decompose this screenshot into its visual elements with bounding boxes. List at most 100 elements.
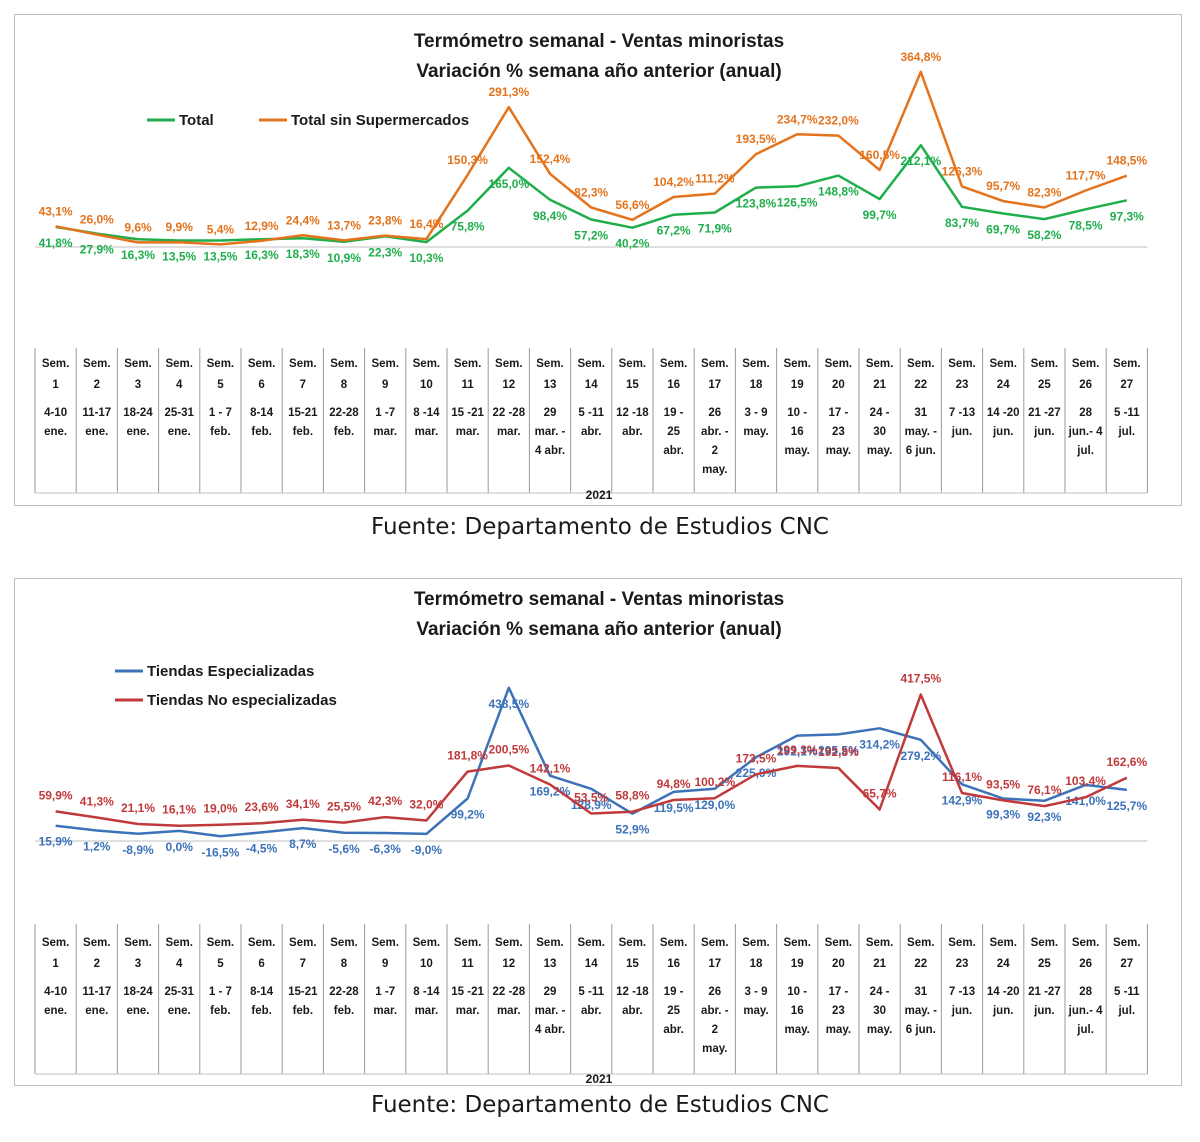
data-label: 59,9% <box>39 788 73 802</box>
x-tick-label-range: 28 <box>1079 986 1092 998</box>
x-tick-label-range: 12 -18 <box>616 986 649 998</box>
x-tick-label-week: 5 <box>217 958 224 970</box>
data-label: 152,4% <box>530 152 571 166</box>
x-tick-label-range: 10 - <box>787 407 807 419</box>
data-label: 97,3% <box>1110 209 1144 223</box>
x-tick-label-range: 22 -28 <box>492 407 525 419</box>
x-tick-label-week: Sem. <box>495 358 523 370</box>
x-tick-label-week: Sem. <box>42 937 70 949</box>
x-tick-label-week: 18 <box>750 379 763 391</box>
x-tick-label-week: 22 <box>914 958 927 970</box>
x-tick-label-range: 23 <box>832 1005 845 1017</box>
x-tick-label-range: mar. - <box>535 426 566 438</box>
data-label: 129,0% <box>694 798 735 812</box>
data-label: 24,4% <box>286 213 320 227</box>
x-tick-label-week: Sem. <box>207 937 235 949</box>
x-tick-label-range: 22 -28 <box>492 986 525 998</box>
data-label: 16,4% <box>409 217 443 231</box>
chart-2-frame: Termómetro semanal - Ventas minoristas Va… <box>14 578 1182 1086</box>
data-label: 12,9% <box>245 219 279 233</box>
data-label: 58,8% <box>615 789 649 803</box>
data-label: 34,1% <box>286 797 320 811</box>
data-label: 75,8% <box>451 220 485 234</box>
data-label: 52,9% <box>615 823 649 837</box>
x-tick-label-range: jul. <box>1117 426 1135 438</box>
x-tick-label-range: feb. <box>293 426 313 438</box>
x-tick-label-range: 15-21 <box>288 986 318 998</box>
data-label: 18,3% <box>286 247 320 261</box>
data-label: 26,0% <box>80 213 114 227</box>
data-label: 16,1% <box>162 803 196 817</box>
x-tick-label-range: 18-24 <box>123 986 153 998</box>
data-label: 76,1% <box>1027 783 1061 797</box>
data-label: 13,5% <box>203 250 237 264</box>
x-tick-label-week: Sem. <box>371 358 399 370</box>
data-label: 181,8% <box>447 749 488 763</box>
x-tick-label-range: 25-31 <box>164 986 194 998</box>
data-label: 128,9% <box>571 798 612 812</box>
x-tick-label-week: 13 <box>544 958 557 970</box>
data-label: 65,7% <box>863 786 897 800</box>
x-tick-label-week: Sem. <box>42 358 70 370</box>
x-tick-label-week: Sem. <box>660 937 688 949</box>
x-tick-label-week: 12 <box>502 379 515 391</box>
data-label: 314,2% <box>859 737 900 751</box>
x-tick-label-range: abr. - <box>701 1005 729 1017</box>
x-tick-label-week: 17 <box>708 958 721 970</box>
x-tick-label-range: feb. <box>293 1005 313 1017</box>
data-label: 9,9% <box>166 220 194 234</box>
data-label: 21,1% <box>121 801 155 815</box>
x-tick-label-week: 3 <box>135 958 141 970</box>
data-label: 15,9% <box>39 835 73 849</box>
x-tick-label-range: jul. <box>1117 1005 1135 1017</box>
x-tick-label-range: 14 -20 <box>987 407 1020 419</box>
data-label: 169,2% <box>530 785 571 799</box>
data-label: 78,5% <box>1069 218 1103 232</box>
x-tick-label-range: 25 <box>667 1005 680 1017</box>
data-label: 1,2% <box>83 840 111 854</box>
data-label: 82,3% <box>574 185 608 199</box>
data-label: 150,3% <box>447 153 488 167</box>
x-tick-label-range: 11-17 <box>82 986 111 998</box>
x-tick-label-week: Sem. <box>330 358 358 370</box>
data-label: 364,8% <box>900 50 941 64</box>
data-label: 199,3% <box>777 743 818 757</box>
x-tick-label-range: may. - <box>905 426 938 438</box>
x-tick-label-week: 10 <box>420 958 433 970</box>
x-tick-label-week: 23 <box>956 379 969 391</box>
x-tick-label-week: Sem. <box>783 358 811 370</box>
x-tick-label-week: Sem. <box>825 937 853 949</box>
data-label: 67,2% <box>657 224 691 238</box>
x-tick-label-range: 8-14 <box>250 407 274 419</box>
data-label: 57,2% <box>574 229 608 243</box>
x-tick-label-range: may. <box>785 445 810 457</box>
data-label: 58,2% <box>1027 228 1061 242</box>
x-tick-label-range: 30 <box>873 426 886 438</box>
x-tick-label-week: 6 <box>258 958 264 970</box>
x-tick-label-range: mar. <box>415 426 439 438</box>
x-tick-label-range: 3 - 9 <box>744 986 767 998</box>
x-tick-label-week: Sem. <box>83 937 111 949</box>
x-tick-label-range: 3 - 9 <box>744 407 767 419</box>
x-tick-label-range: 29 <box>544 986 557 998</box>
x-tick-label-week: 15 <box>626 379 639 391</box>
data-label: 32,0% <box>409 797 443 811</box>
x-tick-label-week: Sem. <box>1031 937 1059 949</box>
data-label: 116,1% <box>942 770 982 784</box>
x-tick-label-week: 7 <box>300 958 306 970</box>
x-tick-label-range: 4-10 <box>44 407 67 419</box>
x-tick-label-range: mar. <box>373 426 397 438</box>
x-tick-label-week: Sem. <box>248 937 276 949</box>
x-tick-label-range: may. <box>743 1005 768 1017</box>
x-tick-label-range: ene. <box>44 1005 67 1017</box>
x-tick-label-range: ene. <box>168 426 191 438</box>
x-tick-label-week: 8 <box>341 379 348 391</box>
legend-label: Tiendas No especializadas <box>147 692 337 709</box>
x-tick-label-range: 1 -7 <box>375 407 395 419</box>
x-tick-label-range: may. <box>867 445 892 457</box>
data-label: 93,5% <box>986 777 1020 791</box>
data-label: 19,0% <box>203 802 237 816</box>
x-tick-label-range: 18-24 <box>123 407 153 419</box>
year-label: 2021 <box>586 488 613 502</box>
x-tick-label-week: 11 <box>462 958 475 970</box>
